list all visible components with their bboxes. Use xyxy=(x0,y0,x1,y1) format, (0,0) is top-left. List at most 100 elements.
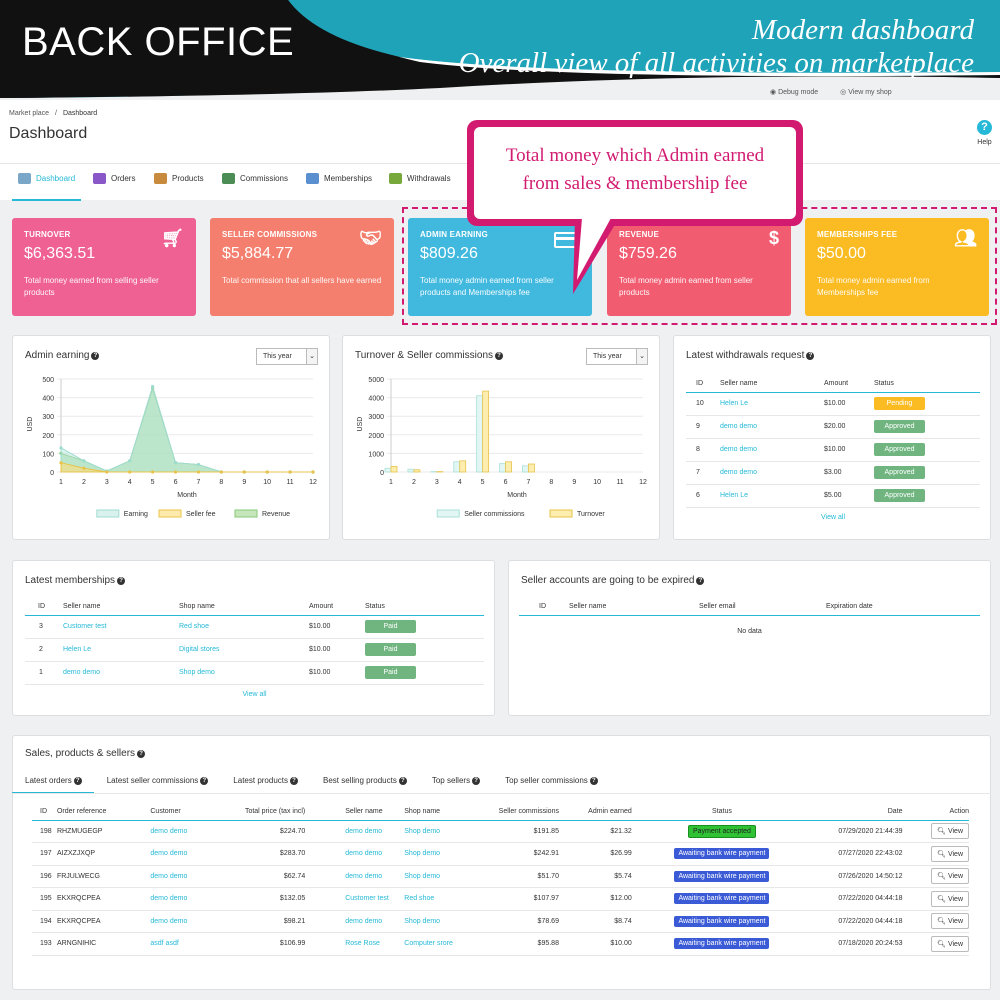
seller-link[interactable]: Helen Le xyxy=(720,484,824,508)
seller-link[interactable]: demo demo xyxy=(720,415,824,439)
table-cell: EKXRQCPEA xyxy=(56,887,147,911)
y-tick-label: 4000 xyxy=(368,396,384,403)
seller-link[interactable]: Rose Rose xyxy=(325,932,405,956)
data-point xyxy=(219,470,223,474)
seller-link[interactable]: Helen Le xyxy=(63,638,179,662)
card-title: Sales, products & sellers xyxy=(25,748,136,759)
help-button[interactable]: ? Help xyxy=(977,120,992,146)
cell-status: Approved xyxy=(874,415,980,439)
kpi-description: Total money admin earned from seller pro… xyxy=(420,276,554,297)
seller-link[interactable]: Customer test xyxy=(63,615,179,639)
debug-mode-link[interactable]: ◉ Debug mode xyxy=(770,89,819,96)
seller-link[interactable]: demo demo xyxy=(720,461,824,485)
legend-swatch xyxy=(158,509,182,518)
seller-link[interactable]: Customer test xyxy=(325,887,405,911)
table-cell: $95.88 xyxy=(497,932,579,956)
seller-link[interactable]: demo demo xyxy=(325,842,405,866)
shop-link[interactable]: Shop demo xyxy=(179,661,309,685)
handshake-icon: 🤝︎ xyxy=(359,228,382,248)
view-all-link[interactable]: View all xyxy=(821,513,845,521)
col-header: Order reference xyxy=(56,804,147,821)
tab-withdrawals[interactable]: Withdrawals xyxy=(389,173,451,201)
legend-swatch xyxy=(549,509,573,518)
view-all-link[interactable]: View all xyxy=(242,690,267,698)
help-icon: ? xyxy=(398,777,407,785)
sales-tab[interactable]: Top seller commissions? xyxy=(492,770,610,794)
sales-tab[interactable]: Best selling products? xyxy=(310,770,419,794)
breadcrumb-parent[interactable]: Market place xyxy=(9,110,50,117)
cell-amount: $10.00 xyxy=(309,615,365,639)
sales-tab[interactable]: Latest seller commissions? xyxy=(94,770,221,794)
memberships-title: Latest memberships? xyxy=(25,575,126,586)
seller-link[interactable]: demo demo xyxy=(63,661,179,685)
customer-link[interactable]: demo demo xyxy=(146,865,232,888)
shop-link[interactable]: Shop demo xyxy=(404,842,498,866)
view-button[interactable]: 🔍︎ View xyxy=(931,935,969,952)
shop-link[interactable]: Digital stores xyxy=(179,638,309,662)
view-button[interactable]: 🔍︎ View xyxy=(931,823,969,840)
col-id: ID xyxy=(686,376,720,393)
callout-line-1: Total money which Admin earned xyxy=(505,145,765,166)
x-tick-label: 2 xyxy=(412,479,416,486)
table-cell: $98.21 xyxy=(231,910,326,933)
shop-link[interactable]: Shop demo xyxy=(404,910,498,933)
select-value: This year xyxy=(263,353,292,360)
shop-link[interactable]: Shop demo xyxy=(404,865,498,888)
sales-tab[interactable]: Latest orders? xyxy=(12,770,94,794)
table-cell: $78.69 xyxy=(497,910,579,933)
period-select[interactable]: This year ⌄ xyxy=(586,348,648,365)
cell-status: Paid xyxy=(365,615,484,639)
kpi-admin-earning: ADMIN EARNING $809.26 Total money admin … xyxy=(408,218,592,316)
money-bag-icon xyxy=(222,173,235,184)
view-shop-link[interactable]: ◎ View my shop xyxy=(840,89,892,96)
col-seller-name: Seller name xyxy=(63,599,179,616)
cart-icon: 🛒︎ xyxy=(161,228,184,248)
shop-link[interactable]: Red shoe xyxy=(404,887,498,911)
shop-link[interactable]: Red shoe xyxy=(179,615,309,639)
x-tick-label: 5 xyxy=(151,479,155,486)
col-header: Action xyxy=(906,804,969,821)
sales-tab[interactable]: Top sellers? xyxy=(419,770,492,794)
y-tick-label: 0 xyxy=(50,470,54,477)
tab-products[interactable]: Products xyxy=(154,173,204,201)
kpi-turnover: 🛒︎ TURNOVER $6,363.51 Total money earned… xyxy=(12,218,196,316)
period-select[interactable]: This year ⌄ xyxy=(256,348,318,365)
tab-commissions[interactable]: Commissions xyxy=(222,173,288,201)
seller-link[interactable]: demo demo xyxy=(325,910,405,933)
data-point xyxy=(59,446,63,450)
tab-label: Latest seller commissions xyxy=(106,776,199,785)
customer-link[interactable]: demo demo xyxy=(146,842,232,866)
bar xyxy=(505,461,512,473)
seller-link[interactable]: demo demo xyxy=(325,820,405,843)
seller-link[interactable]: demo demo xyxy=(720,438,824,462)
cell-id: 1 xyxy=(25,661,63,685)
table-header: ID Seller name Amount Status xyxy=(686,376,980,393)
table-cell: $224.70 xyxy=(231,820,326,843)
col-id: ID xyxy=(519,599,569,616)
customer-link[interactable]: demo demo xyxy=(146,887,232,911)
button-label: View xyxy=(947,940,963,948)
customer-link[interactable]: demo demo xyxy=(146,820,232,843)
customer-link[interactable]: asdf asdf xyxy=(146,932,232,956)
view-button[interactable]: 🔍︎ View xyxy=(931,913,969,930)
table-cell: $191.85 xyxy=(497,820,579,843)
customer-link[interactable]: demo demo xyxy=(146,910,232,933)
y-tick-label: 2000 xyxy=(368,433,384,440)
shop-link[interactable]: Computer srore xyxy=(404,932,498,956)
col-header: Total price (tax incl) xyxy=(231,804,326,821)
cell-id: 7 xyxy=(686,461,720,485)
view-button[interactable]: 🔍︎ View xyxy=(931,868,969,885)
cell-status: Approved xyxy=(874,461,980,485)
tab-dashboard[interactable]: Dashboard xyxy=(12,173,82,201)
col-status: Status xyxy=(365,599,484,616)
view-button[interactable]: 🔍︎ View xyxy=(931,845,969,862)
view-shop-label: View my shop xyxy=(848,89,892,96)
tab-memberships[interactable]: Memberships xyxy=(306,173,372,201)
tab-orders[interactable]: Orders xyxy=(93,173,135,201)
kpi-description: Total money admin earned from Membership… xyxy=(817,276,930,297)
shop-link[interactable]: Shop demo xyxy=(404,820,498,843)
seller-link[interactable]: Helen Le xyxy=(720,392,824,416)
view-button[interactable]: 🔍︎ View xyxy=(931,890,969,907)
sales-tab[interactable]: Latest products? xyxy=(220,770,310,794)
seller-link[interactable]: demo demo xyxy=(325,865,405,888)
